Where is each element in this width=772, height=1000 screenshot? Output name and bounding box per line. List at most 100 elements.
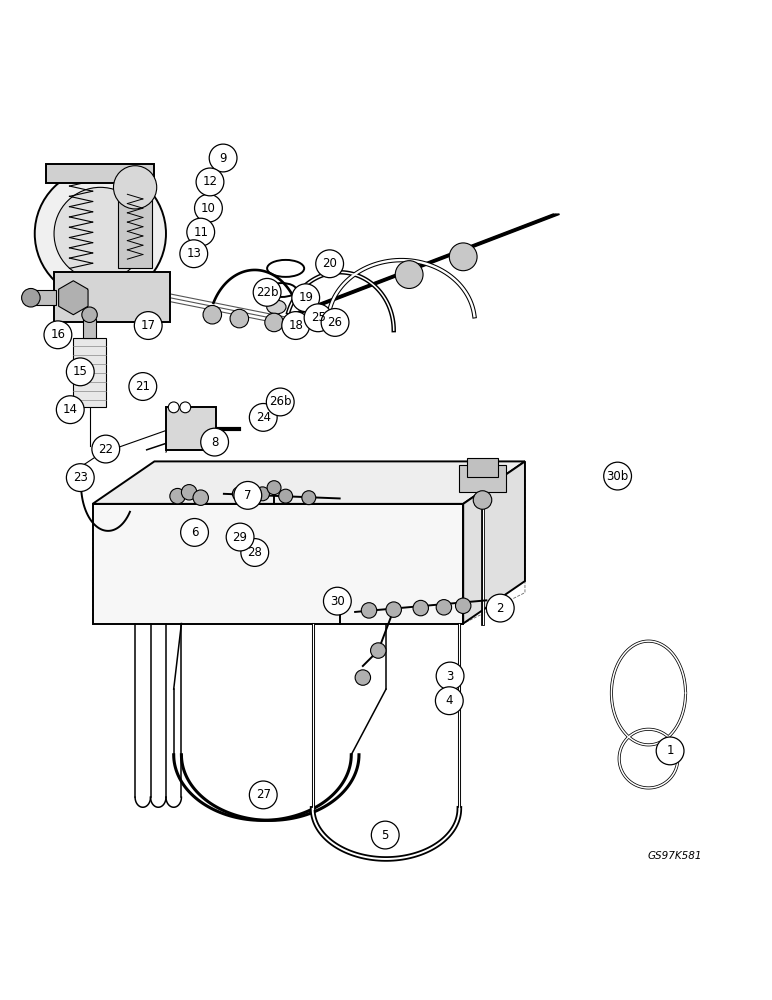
Circle shape (113, 166, 157, 209)
Text: 29: 29 (232, 531, 248, 544)
Circle shape (54, 187, 147, 280)
Circle shape (266, 388, 294, 416)
Circle shape (302, 491, 316, 505)
Polygon shape (93, 461, 525, 504)
Circle shape (232, 487, 246, 501)
Circle shape (92, 435, 120, 463)
Circle shape (66, 358, 94, 386)
Circle shape (134, 312, 162, 339)
Circle shape (226, 523, 254, 551)
Circle shape (22, 288, 40, 307)
Text: 7: 7 (244, 489, 252, 502)
Circle shape (436, 662, 464, 690)
Circle shape (180, 240, 208, 268)
Bar (54, 272, 170, 322)
Circle shape (181, 485, 197, 500)
Circle shape (436, 600, 452, 615)
Circle shape (56, 396, 84, 424)
Circle shape (355, 670, 371, 685)
Circle shape (180, 402, 191, 413)
Text: 4: 4 (445, 694, 453, 707)
Bar (93, 504, 463, 624)
Text: 25: 25 (310, 311, 326, 324)
Text: 22: 22 (98, 443, 113, 456)
Text: 22b: 22b (256, 286, 279, 299)
Text: 5: 5 (381, 829, 389, 842)
Bar (46, 164, 154, 183)
Circle shape (168, 402, 179, 413)
Bar (118, 191, 152, 268)
Circle shape (253, 278, 281, 306)
Circle shape (256, 487, 269, 501)
Text: 21: 21 (135, 380, 151, 393)
Circle shape (323, 587, 351, 615)
Text: 11: 11 (193, 226, 208, 239)
Circle shape (234, 481, 262, 509)
Circle shape (282, 312, 310, 339)
Circle shape (321, 309, 349, 336)
Circle shape (35, 168, 166, 299)
Text: 17: 17 (141, 319, 156, 332)
Circle shape (332, 589, 347, 604)
Circle shape (656, 737, 684, 765)
Circle shape (265, 313, 283, 332)
Text: 20: 20 (322, 257, 337, 270)
Text: 10: 10 (201, 202, 216, 215)
Text: 28: 28 (247, 546, 262, 559)
Text: 6: 6 (191, 526, 198, 539)
Ellipse shape (267, 300, 286, 314)
Bar (467, 458, 498, 477)
Text: 3: 3 (446, 670, 454, 683)
Text: 12: 12 (202, 175, 218, 188)
Circle shape (455, 598, 471, 613)
Circle shape (486, 594, 514, 622)
Circle shape (604, 462, 631, 490)
Circle shape (371, 821, 399, 849)
Circle shape (170, 488, 185, 504)
Text: 9: 9 (219, 152, 227, 165)
Circle shape (193, 490, 208, 505)
Bar (83, 319, 96, 338)
Text: 14: 14 (63, 403, 78, 416)
Text: 16: 16 (50, 328, 66, 341)
Text: 2: 2 (496, 602, 504, 615)
Text: 27: 27 (256, 788, 271, 801)
Circle shape (203, 305, 222, 324)
Circle shape (304, 304, 332, 332)
Circle shape (435, 687, 463, 715)
Text: 26b: 26b (269, 395, 292, 408)
Circle shape (267, 481, 281, 495)
Circle shape (361, 603, 377, 618)
Circle shape (196, 168, 224, 196)
Text: GS97K581: GS97K581 (648, 851, 703, 861)
Circle shape (241, 539, 269, 566)
Circle shape (292, 284, 320, 312)
Text: 23: 23 (73, 471, 88, 484)
Circle shape (209, 144, 237, 172)
Circle shape (82, 307, 97, 322)
Circle shape (473, 491, 492, 509)
Circle shape (195, 194, 222, 222)
Polygon shape (463, 461, 525, 624)
Polygon shape (59, 281, 88, 315)
Circle shape (187, 218, 215, 246)
Circle shape (181, 519, 208, 546)
Text: 19: 19 (298, 291, 313, 304)
Text: 30b: 30b (607, 470, 628, 483)
Text: 18: 18 (288, 319, 303, 332)
Circle shape (386, 602, 401, 617)
Circle shape (44, 321, 72, 349)
Text: 24: 24 (256, 411, 271, 424)
Circle shape (201, 428, 229, 456)
Circle shape (316, 250, 344, 278)
Circle shape (279, 489, 293, 503)
Text: 26: 26 (327, 316, 343, 329)
Bar (31, 290, 56, 305)
Text: 13: 13 (186, 247, 201, 260)
Text: 8: 8 (211, 436, 218, 449)
Bar (73, 338, 106, 407)
Text: 30: 30 (330, 595, 345, 608)
Circle shape (230, 309, 249, 328)
Circle shape (371, 643, 386, 658)
Circle shape (395, 261, 423, 288)
